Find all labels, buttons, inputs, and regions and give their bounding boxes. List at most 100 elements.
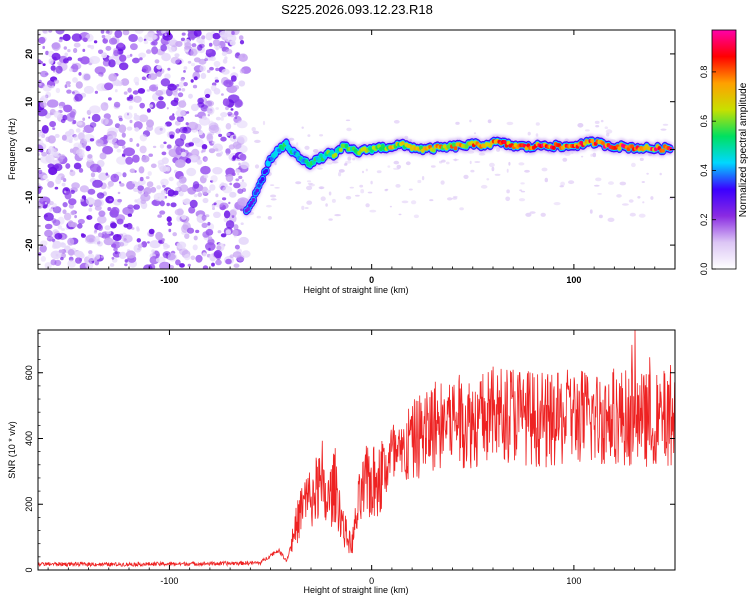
noise-speck — [123, 147, 135, 157]
noise-speck — [228, 144, 236, 150]
ridge-core — [255, 188, 260, 193]
noise-speck — [49, 208, 53, 212]
noise-speck — [117, 191, 121, 195]
noise-speck — [183, 66, 188, 70]
noise-speck — [48, 30, 53, 33]
noise-speck — [80, 198, 85, 202]
noise-speck — [585, 129, 590, 132]
noise-speck — [69, 111, 76, 118]
noise-speck — [114, 89, 118, 93]
noise-speck — [57, 61, 62, 66]
noise-speck — [132, 154, 140, 163]
noise-speck — [165, 121, 172, 127]
noise-speck — [177, 92, 184, 98]
noise-speck — [42, 63, 46, 66]
noise-speck — [129, 53, 133, 57]
noise-speck — [183, 70, 186, 73]
noise-speck — [274, 187, 280, 189]
noise-speck — [116, 156, 128, 165]
noise-speck — [174, 159, 186, 168]
noise-speck — [309, 183, 315, 187]
noise-speck — [328, 191, 332, 196]
spectrogram-y-tick-label: -10 — [24, 191, 34, 204]
noise-speck — [67, 259, 76, 268]
noise-speck — [121, 132, 126, 138]
noise-speck — [77, 132, 85, 141]
noise-speck — [190, 79, 194, 83]
colorbar-tick-label: 0.2 — [699, 213, 709, 226]
noise-speck — [73, 162, 82, 170]
noise-speck — [616, 194, 622, 198]
noise-speck — [72, 77, 78, 83]
noise-speck — [41, 125, 49, 134]
noise-speck — [334, 214, 341, 217]
noise-speck — [646, 172, 649, 175]
noise-speck — [174, 53, 180, 58]
noise-speck — [225, 174, 234, 182]
noise-speck — [77, 218, 85, 225]
noise-speck — [122, 172, 127, 178]
noise-speck — [210, 175, 218, 183]
noise-speck — [181, 151, 187, 157]
noise-speck — [64, 84, 68, 89]
noise-speck — [211, 204, 216, 208]
noise-speck — [108, 97, 112, 101]
noise-speck — [39, 244, 47, 253]
noise-speck — [106, 135, 117, 144]
noise-speck — [90, 45, 95, 50]
snr-plot-area — [38, 330, 675, 570]
noise-speck — [69, 68, 73, 72]
noise-speck — [240, 222, 244, 225]
noise-speck — [233, 263, 240, 268]
noise-speck — [38, 169, 43, 174]
noise-speck — [608, 181, 614, 185]
noise-speck — [100, 255, 104, 259]
noise-speck — [222, 58, 228, 64]
noise-speck — [112, 81, 117, 86]
noise-speck — [184, 45, 190, 50]
snr-y-axis-label: SNR (10 * v/v) — [7, 421, 17, 479]
noise-speck — [638, 213, 646, 218]
noise-speck — [239, 153, 247, 161]
noise-speck — [167, 252, 178, 262]
noise-speck — [606, 132, 610, 137]
noise-speck — [154, 59, 160, 64]
noise-speck — [628, 199, 634, 203]
noise-speck — [62, 202, 68, 208]
noise-speck — [230, 75, 237, 82]
noise-speck — [226, 132, 231, 136]
snr-x-ticks: -100 0 100 — [47, 330, 676, 586]
noise-speck — [508, 161, 511, 166]
noise-speck — [470, 169, 475, 173]
noise-speck — [201, 222, 208, 228]
noise-speck — [181, 214, 187, 220]
noise-speck — [159, 165, 168, 172]
ridge-core — [661, 148, 665, 153]
noise-speck — [518, 162, 525, 166]
noise-speck — [221, 93, 224, 96]
noise-speck — [604, 126, 608, 129]
noise-speck — [201, 144, 208, 150]
noise-speck — [123, 91, 128, 95]
snr-line — [38, 330, 675, 568]
noise-speck — [138, 52, 147, 59]
ridge-core — [552, 145, 556, 150]
noise-speck — [159, 210, 166, 215]
noise-speck — [159, 144, 165, 149]
noise-speck — [42, 84, 52, 92]
noise-speck — [98, 49, 104, 55]
spectrogram-noise-field — [38, 30, 674, 269]
noise-speck — [149, 256, 159, 265]
noise-speck — [209, 184, 216, 191]
noise-speck — [225, 123, 232, 130]
noise-speck — [179, 263, 185, 268]
noise-speck — [345, 195, 352, 200]
noise-speck — [163, 141, 167, 145]
noise-speck — [220, 116, 224, 121]
noise-speck — [162, 30, 166, 34]
noise-speck — [53, 69, 56, 73]
noise-speck — [40, 256, 46, 262]
noise-speck — [589, 209, 593, 214]
noise-speck — [155, 254, 159, 257]
noise-speck — [218, 133, 223, 138]
